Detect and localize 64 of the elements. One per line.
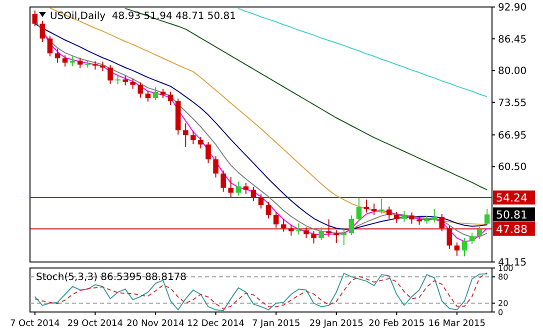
candlestick — [40, 20, 46, 42]
y-tick-label: 80.00 — [498, 66, 527, 78]
y-tick-label: 0 — [498, 308, 504, 317]
candlestick — [484, 208, 490, 226]
candlestick — [469, 232, 475, 245]
x-tick-label: 29 Jan 2015 — [309, 319, 364, 329]
candlestick — [145, 90, 151, 102]
candlestick — [138, 82, 144, 98]
x-tick-label: 12 Dec 2014 — [187, 319, 245, 329]
candlestick — [409, 212, 414, 224]
x-tick-label: 29 Oct 2014 — [67, 319, 124, 329]
candlestick — [296, 222, 302, 236]
x-tick-label: 7 Oct 2014 — [10, 319, 60, 329]
candlestick — [266, 202, 272, 219]
candlestick — [130, 78, 136, 90]
line-series — [238, 8, 488, 98]
candlestick — [70, 56, 76, 67]
candlestick — [462, 238, 468, 257]
candlestick — [432, 208, 437, 223]
candlestick — [115, 74, 120, 85]
y-tick-label: 20 — [498, 299, 508, 308]
candlestick — [168, 91, 174, 106]
candlestick — [77, 57, 83, 69]
candlestick — [47, 36, 53, 57]
ref-line-label: 47.88 — [496, 222, 528, 236]
candlestick — [182, 122, 188, 148]
candlestick — [190, 130, 196, 144]
y-tick-label: 80 — [498, 272, 508, 282]
candlestick — [371, 203, 377, 216]
y-tick-label: 92.90 — [498, 2, 527, 14]
y-tick-label: 86.45 — [498, 34, 527, 46]
candlestick — [454, 242, 460, 256]
candlestick — [213, 156, 218, 178]
x-tick-label: 7 Jan 2015 — [252, 319, 300, 329]
x-tick-label: 20 Feb 2015 — [368, 319, 425, 329]
candlestick — [394, 211, 400, 224]
text: 50.81 — [496, 208, 528, 222]
candlestick — [100, 61, 106, 72]
candlestick — [62, 54, 68, 68]
candlestick — [402, 210, 407, 222]
candlestick — [236, 180, 242, 196]
candlestick — [198, 136, 204, 149]
candlestick — [243, 182, 249, 194]
candlestick — [348, 214, 354, 236]
chart-title: Stoch(5,3,3) 86.5395 88.8178 — [36, 272, 187, 283]
y-tick-label: 60.50 — [498, 162, 527, 174]
candlestick — [341, 228, 347, 246]
candlestick — [318, 226, 324, 241]
candlestick — [108, 64, 113, 84]
x-tick-label: 20 Nov 2014 — [126, 319, 185, 329]
candlestick — [476, 226, 482, 240]
y-tick-label: 73.55 — [498, 98, 527, 109]
ref-line-label: 54.24 — [496, 192, 528, 204]
candlestick — [220, 170, 226, 192]
candlestick — [386, 206, 392, 220]
y-tick-label: 66.95 — [498, 130, 527, 142]
x-tick-label: 16 Mar 2015 — [428, 319, 486, 329]
candlestick — [356, 197, 362, 222]
candlestick — [206, 142, 211, 164]
candlestick — [378, 198, 384, 214]
candlestick — [32, 10, 38, 27]
y-tick-label: 100 — [498, 264, 514, 273]
candlestick — [311, 230, 316, 244]
candlestick — [122, 75, 128, 86]
